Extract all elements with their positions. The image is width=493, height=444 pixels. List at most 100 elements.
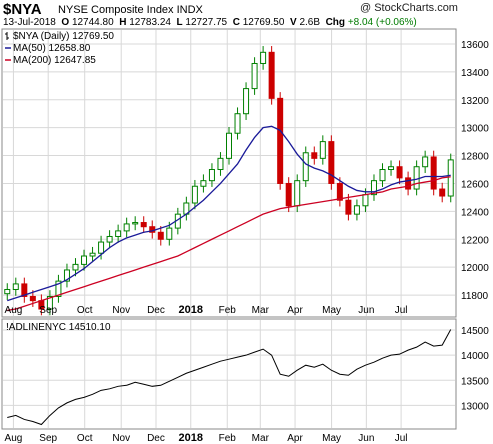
candle-body: [447, 159, 454, 197]
candle-body: [388, 166, 395, 171]
adline-y-axis: 13000 13500 14000 14500: [461, 326, 489, 412]
adline-y-tick-label: 13500: [461, 376, 489, 387]
adline-x-tick-label: Apr: [287, 433, 303, 444]
candle-body: [405, 177, 412, 190]
candle-body: [379, 169, 386, 182]
adline-x-tick-label: Jun: [358, 433, 374, 444]
candle-body: [243, 88, 250, 115]
open-label: O: [61, 17, 70, 28]
price-y-tick-label: 13000: [461, 124, 489, 135]
price-x-tick-label: Aug: [5, 305, 23, 316]
price-grid: [3, 30, 455, 316]
adline-grid: [3, 320, 455, 428]
price-x-tick-label: Jul: [395, 305, 408, 316]
candle-body: [268, 51, 275, 99]
candle-body: [12, 283, 19, 290]
adline-series: [7, 329, 452, 426]
legend-ma200: MA(200) 12647.85: [13, 55, 96, 66]
price-x-tick-label: Sep: [39, 305, 57, 316]
price-y-tick-label: 13200: [461, 96, 489, 107]
price-y-tick-label: 12600: [461, 179, 489, 190]
adline-y-tick-label: 14500: [461, 326, 489, 337]
candle-body: [55, 280, 62, 297]
change-label: Chg: [325, 17, 346, 28]
adline-x-tick-label: Jul: [395, 433, 408, 444]
candle-body: [157, 231, 164, 240]
price-y-tick-label: 13600: [461, 40, 489, 51]
ma200-line: [7, 176, 451, 312]
candle-body: [200, 180, 207, 187]
index-name: NYSE Composite Index INDX: [58, 4, 203, 16]
adline-x-tick-label: Sep: [39, 433, 57, 444]
adline-x-tick-label: Oct: [77, 433, 93, 444]
quote-date: 13-Jul-2018: [3, 17, 56, 28]
candle-body: [72, 263, 79, 271]
candle-body: [21, 283, 28, 297]
adline-panel: 13000 13500 14000 14500 Aug Sep Oct Nov Dec 2018…: [1, 318, 489, 444]
candle-body: [362, 194, 369, 207]
candle-body: [208, 169, 215, 182]
legend-ma50: MA(50) 12658.80: [13, 43, 91, 54]
candle-body: [63, 269, 70, 282]
price-x-tick-label: Feb: [219, 305, 237, 316]
legend-price: $NYA (Daily) 12769.50: [13, 31, 114, 42]
price-x-tick-label: Apr: [287, 305, 303, 316]
candle-body: [311, 152, 318, 159]
candle-body: [430, 156, 437, 190]
open-value: 12744.80: [71, 17, 114, 28]
price-y-tick-label: 12000: [461, 263, 489, 274]
candle-body: [226, 132, 232, 159]
candle-body: [234, 113, 241, 134]
volume-value: 2.6B: [299, 17, 321, 28]
price-x-tick-label: Nov: [112, 305, 130, 316]
candle-body: [132, 222, 139, 225]
price-x-tick-label: Oct: [77, 305, 93, 316]
adline-x-tick-label: May: [322, 433, 341, 444]
candle-body: [166, 227, 173, 240]
candle-body: [285, 182, 292, 207]
adline-x-tick-label: 2018: [179, 432, 203, 444]
candle-body: [336, 182, 343, 201]
price-y-tick-label: 12400: [461, 207, 489, 218]
price-legend: $NYA (Daily) 12769.50 MA(50) 12658.80 MA…: [5, 31, 114, 66]
adline-panel-frame: [1, 318, 457, 430]
candle-body: [251, 62, 258, 90]
ohlc-readout: 13-Jul-2018 O 12744.80 H 12783.24 L 1272…: [3, 17, 417, 28]
price-y-axis: 11800 12000 12200 12400 12600 12800 13000 13200…: [461, 40, 489, 302]
price-panel: 11800 12000 12200 12400 12600 12800 13000 13200…: [1, 28, 489, 318]
candle-body: [4, 288, 11, 295]
candle-body: [217, 157, 224, 171]
price-y-tick-label: 12200: [461, 235, 489, 246]
candle-body: [140, 222, 147, 228]
candle-body: [422, 156, 429, 168]
price-x-tick-label: Mar: [252, 305, 270, 316]
price-x-tick-label: 2018: [179, 304, 203, 316]
candle-body: [302, 152, 309, 182]
candle-body: [123, 223, 130, 232]
high-value: 12783.24: [129, 17, 171, 28]
candle-body: [29, 295, 36, 302]
candle-body: [413, 166, 420, 190]
adline-x-tick-label: Aug: [5, 433, 23, 444]
candle-body: [81, 255, 88, 265]
candle-body: [89, 252, 96, 257]
close-value: 12769.50: [242, 17, 285, 28]
price-x-tick-label: Jun: [358, 305, 374, 316]
price-y-tick-label: 13400: [461, 68, 489, 79]
adline-x-tick-label: Mar: [252, 433, 270, 444]
candle-body: [46, 295, 53, 310]
price-x-tick-label: Dec: [147, 305, 165, 316]
candle-body: [396, 166, 403, 179]
brand-label[interactable]: @ StockCharts.com: [360, 2, 458, 14]
candle-body: [319, 141, 326, 159]
adline-x-tick-label: Nov: [112, 433, 130, 444]
low-label: L: [176, 17, 183, 28]
price-candles: [4, 46, 454, 316]
symbol-title: $NYA: [3, 1, 42, 18]
candle-body: [191, 185, 198, 204]
change-value: +8.04 (+0.06%): [347, 17, 417, 28]
adline-x-axis: Aug Sep Oct Nov Dec 2018 Feb Mar Apr May Jun Jul: [5, 432, 408, 444]
low-value: 12727.75: [185, 17, 228, 28]
candle-body: [115, 230, 122, 237]
